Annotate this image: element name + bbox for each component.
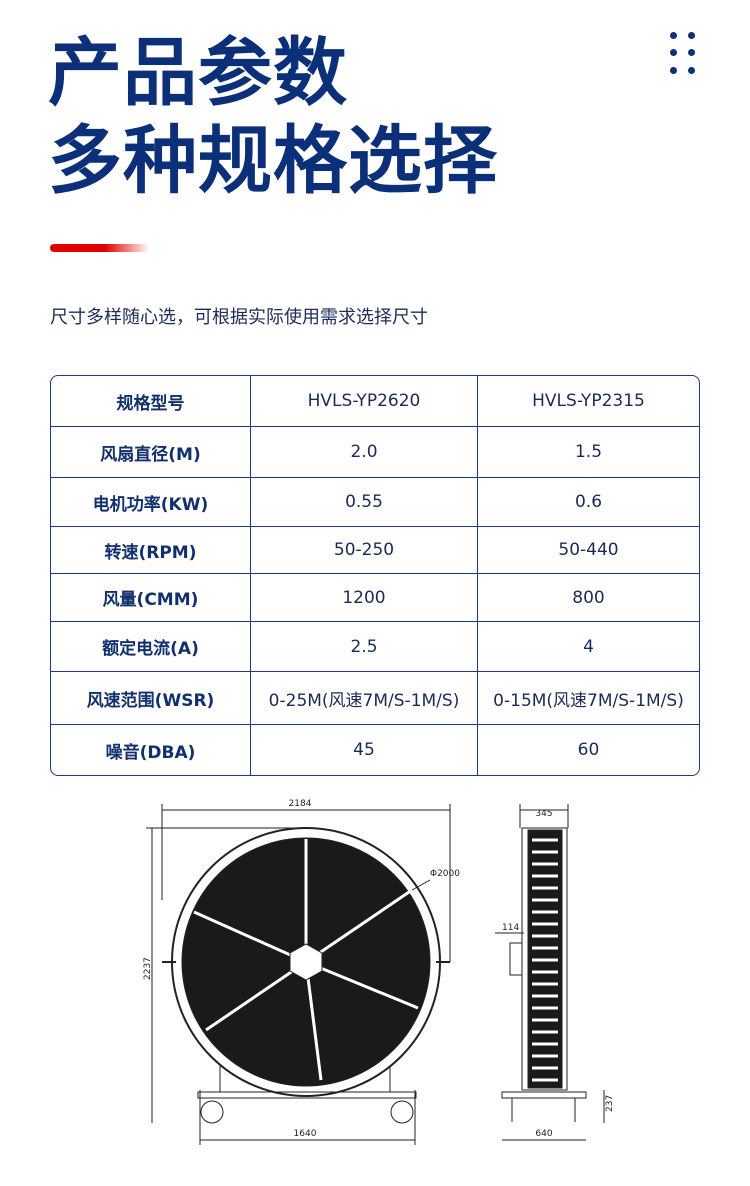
table-row: 规格型号 HVLS-YP2620 HVLS-YP2315: [51, 376, 699, 427]
model-a-value: 50-250: [251, 527, 478, 574]
table-row: 风扇直径(M) 2.0 1.5: [51, 427, 699, 478]
dim-side-height: 237: [605, 1095, 615, 1112]
model-a-value: 0.55: [251, 478, 478, 527]
row-label: 额定电流(A): [51, 622, 251, 672]
row-label: 规格型号: [51, 376, 251, 427]
dim-side-offset: 114: [502, 923, 519, 933]
table-row: 额定电流(A) 2.5 4: [51, 622, 699, 672]
dim-diameter: Φ2000: [430, 869, 460, 879]
page-title: 产品参数: [48, 30, 348, 116]
spec-table: 规格型号 HVLS-YP2620 HVLS-YP2315 风扇直径(M) 2.0 1.5 电…: [50, 375, 700, 776]
page-subtitle-heading: 多种规格选择: [48, 118, 498, 204]
row-label: 转速(RPM): [51, 527, 251, 574]
dim-base-width: 1640: [294, 1129, 317, 1139]
table-row: 风速范围(WSR) 0-25M(风速7M/S-1M/S) 0-15M(风速7M/S-…: [51, 672, 699, 725]
model-b-value: 0.6: [478, 478, 699, 527]
model-a-value: 1200: [251, 574, 478, 622]
dim-front-height: 2237: [143, 957, 153, 980]
accent-bar: [50, 244, 150, 252]
table-row: 噪音(DBA) 45 60: [51, 725, 699, 775]
table-row: 转速(RPM) 50-250 50-440: [51, 527, 699, 574]
model-a-value: 45: [251, 725, 478, 775]
fan-technical-drawing: 2184 2237 Φ2000 1640 345 114 237 640: [143, 799, 615, 1145]
row-label: 噪音(DBA): [51, 725, 251, 775]
table-row: 电机功率(KW) 0.55 0.6: [51, 478, 699, 527]
model-b-value: 4: [478, 622, 699, 672]
model-a-value: 2.5: [251, 622, 478, 672]
model-name: HVLS-YP2315: [478, 376, 699, 427]
model-a-value: 0-25M(风速7M/S-1M/S): [251, 672, 478, 725]
model-a-value: 2.0: [251, 427, 478, 478]
model-b-value: 800: [478, 574, 699, 622]
row-label: 风速范围(WSR): [51, 672, 251, 725]
model-b-value: 0-15M(风速7M/S-1M/S): [478, 672, 699, 725]
table-row: 风量(CMM) 1200 800: [51, 574, 699, 622]
dim-side-depth: 345: [535, 809, 552, 819]
dim-side-base: 640: [535, 1129, 552, 1139]
model-name: HVLS-YP2620: [251, 376, 478, 427]
row-label: 电机功率(KW): [51, 478, 251, 527]
row-label: 风量(CMM): [51, 574, 251, 622]
description-text: 尺寸多样随心选，可根据实际使用需求选择尺寸: [50, 307, 428, 328]
dim-front-width: 2184: [289, 799, 312, 809]
model-b-value: 60: [577, 740, 600, 760]
dots-grid-icon: [670, 32, 700, 76]
row-label: 风扇直径(M): [51, 427, 251, 478]
model-b-value: 1.5: [478, 427, 699, 478]
model-b-value: 50-440: [478, 527, 699, 574]
